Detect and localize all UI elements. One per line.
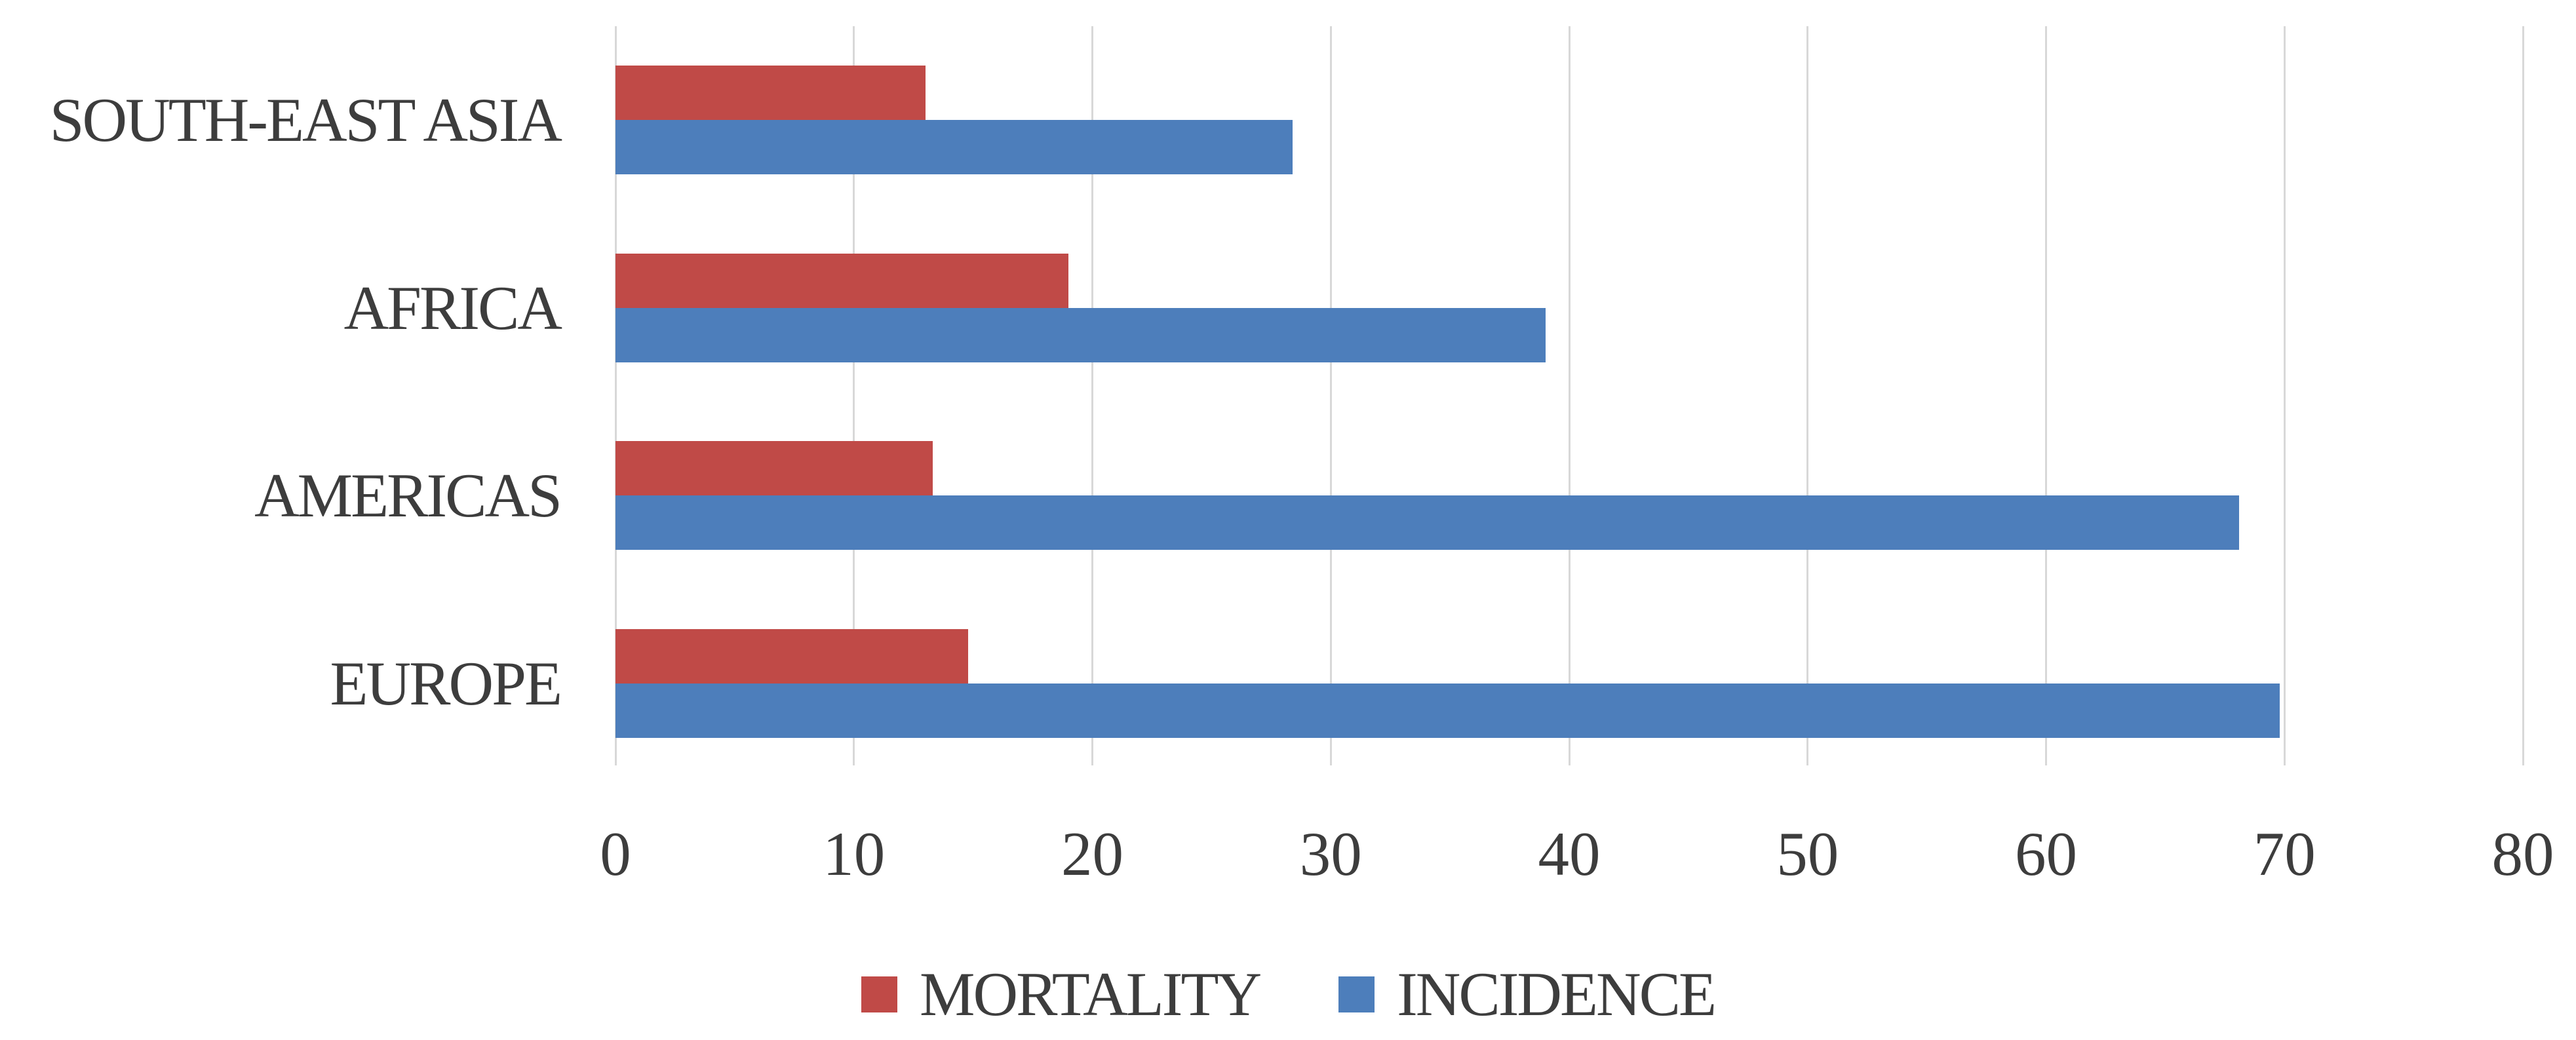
- bar-mortality-europe: [615, 628, 969, 684]
- legend: MORTALITY INCIDENCE: [0, 958, 2576, 1030]
- grid-line-20: [1091, 26, 1093, 765]
- category-label-south-east-asia: SOUTH-EAST ASIA: [49, 85, 562, 155]
- bar-incidence-europe: [615, 683, 2280, 738]
- bar-mortality-south-east-asia: [615, 66, 926, 120]
- x-tick-label-50: 50: [1776, 819, 1839, 889]
- legend-label-incidence: INCIDENCE: [1397, 959, 1717, 1029]
- legend-swatch-mortality: [861, 976, 898, 1012]
- category-label-europe: EUROPE: [330, 648, 562, 718]
- x-tick-label-70: 70: [2253, 819, 2316, 889]
- bar-incidence-americas: [615, 495, 2240, 550]
- plot-area: [614, 26, 2524, 765]
- grid-line-10: [853, 26, 855, 765]
- category-label-americas: AMERICAS: [254, 461, 562, 531]
- bar-incidence-africa: [615, 307, 1546, 362]
- legend-item-incidence: INCIDENCE: [1338, 958, 1717, 1030]
- grid-line-60: [2045, 26, 2047, 765]
- x-tick-label-40: 40: [1538, 819, 1601, 889]
- x-tick-label-20: 20: [1061, 819, 1123, 889]
- grid-line-70: [2283, 26, 2286, 765]
- bar-incidence-south-east-asia: [615, 120, 1293, 174]
- grid-line-30: [1329, 26, 1332, 765]
- bar-mortality-africa: [615, 253, 1069, 308]
- grid-line-40: [1568, 26, 1571, 765]
- bar-mortality-americas: [615, 441, 933, 496]
- x-tick-label-0: 0: [600, 819, 631, 889]
- grid-line-50: [1806, 26, 1809, 765]
- x-tick-label-30: 30: [1299, 819, 1362, 889]
- x-tick-label-10: 10: [823, 819, 886, 889]
- x-tick-label-60: 60: [2015, 819, 2077, 889]
- legend-label-mortality: MORTALITY: [920, 959, 1262, 1029]
- legend-item-mortality: MORTALITY: [861, 958, 1262, 1030]
- legend-swatch-incidence: [1338, 976, 1375, 1012]
- category-label-africa: AFRICA: [343, 273, 562, 343]
- x-tick-label-80: 80: [2491, 819, 2554, 889]
- grid-line-0: [614, 26, 617, 765]
- grid-line-80: [2522, 26, 2524, 765]
